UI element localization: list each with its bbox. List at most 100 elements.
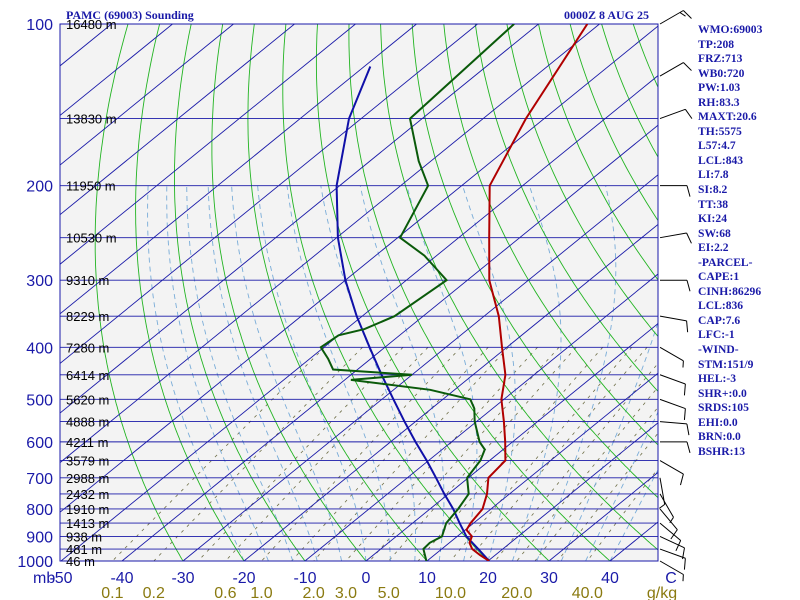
height-label: 2432 m: [66, 487, 109, 502]
isotherm: [60, 75, 658, 561]
wind-barb: [659, 421, 690, 436]
height-label: 481 m: [66, 542, 102, 557]
isotherm: [60, 24, 539, 414]
mixing-ratio-tick-label: 1.0: [250, 585, 272, 600]
moist-adiabat: [585, 411, 658, 561]
isotherm: [487, 422, 658, 561]
height-label: 4211 m: [66, 435, 108, 450]
index-item: LFC:-1: [698, 328, 735, 342]
height-label: 2988 m: [66, 471, 109, 486]
index-item: PW:1.03: [698, 81, 741, 95]
wind-barb: [659, 535, 685, 560]
moist-adiabat: [257, 185, 367, 561]
mixing-ratio-tick-label: 2.0: [303, 585, 325, 600]
pressure-tick-label: 600: [26, 435, 53, 452]
index-item: FRZ:713: [698, 52, 743, 66]
temperature-tick-label: -40: [110, 570, 133, 587]
wind-barb: [659, 346, 684, 368]
height-label: 13830 m: [66, 112, 117, 127]
index-item: WB0:720: [698, 66, 745, 80]
isotherms: [60, 24, 658, 561]
height-label: 10530 m: [66, 231, 117, 246]
height-label: 11950 m: [66, 179, 116, 194]
temperature-tick-label: 0: [362, 570, 371, 587]
wind-barb: [659, 560, 684, 582]
isotherm: [60, 24, 173, 117]
isobars: [60, 24, 658, 561]
height-label: 4888 m: [66, 415, 109, 430]
temperature-tick-label: 30: [540, 570, 558, 587]
sounding-time: 0000Z 8 AUG 25: [564, 8, 650, 22]
index-item: RH:83.3: [698, 95, 740, 109]
pressure-tick-label: 800: [26, 502, 53, 519]
isotherm: [60, 25, 658, 513]
wind-barb: [659, 62, 692, 77]
temperature-tick-label: 20: [479, 570, 497, 587]
temperature-tick-labels: -50 -40 -30 -20 -10 0 10 20 30 40 C: [49, 570, 676, 587]
temperature-tick-label: -10: [293, 570, 316, 587]
index-item: BRN:0.0: [698, 430, 741, 444]
index-item: -PARCEL-: [698, 255, 753, 269]
mixing-ratio-tick-label: 0.2: [143, 585, 165, 600]
index-item: SI:8.2: [698, 183, 728, 197]
height-label: 938 m: [66, 529, 102, 544]
isotherm: [182, 174, 658, 561]
pressure-tick-label: 900: [26, 529, 53, 546]
temperature-tick-label: -30: [171, 570, 194, 587]
index-item: BSHR:13: [698, 444, 746, 458]
isotherm: [60, 24, 600, 464]
moist-adiabat: [609, 468, 658, 561]
height-label: 3579 m: [66, 454, 109, 469]
index-item: KI:24: [698, 212, 727, 226]
mixing-ratio-tick-label: 20.0: [501, 585, 532, 600]
parcel-path-line: [335, 66, 490, 561]
height-label: 6414 m: [66, 368, 109, 383]
height-label: 46 m: [66, 554, 95, 569]
isotherm: [365, 323, 658, 561]
mixing-ratio-tick-label: 5.0: [378, 585, 400, 600]
sounding-title: PAMC (69003) Sounding: [66, 8, 194, 22]
plot-background: [60, 24, 658, 561]
isotherm: [60, 24, 478, 365]
pressure-unit-label: mb: [33, 570, 55, 587]
pressure-tick-label: 500: [26, 392, 53, 409]
index-item: STM:151/9: [698, 357, 754, 371]
wind-barb: [660, 441, 691, 453]
index-item: EHI:0.0: [698, 415, 738, 429]
wind-barb: [659, 460, 684, 486]
index-item: LCL:843: [698, 153, 744, 167]
dry-adiabat: [791, 24, 800, 561]
wind-barb: [659, 508, 678, 540]
index-item: HEL:-3: [698, 372, 737, 386]
index-item: TT:38: [698, 197, 729, 211]
index-item: TH:5575: [698, 124, 742, 138]
index-item: MAXT:20.6: [698, 110, 757, 124]
pressure-tick-label: 100: [26, 17, 53, 34]
temperature-tick-label: 40: [601, 570, 619, 587]
height-label: 9310 m: [66, 273, 109, 288]
pressure-tick-label: 400: [26, 340, 53, 357]
temperature-tick-label: C: [665, 570, 677, 587]
index-item: L57:4.7: [698, 139, 736, 153]
index-item: CINH:86296: [698, 284, 762, 298]
wind-barb: [660, 279, 691, 292]
index-item: SRDS:105: [698, 401, 749, 415]
isotherm: [121, 124, 658, 561]
isotherm: [426, 372, 658, 561]
wind-barb: [659, 315, 689, 333]
index-item: LI:7.8: [698, 168, 729, 182]
mixing-ratio-tick-label: g/kg: [647, 585, 677, 600]
height-label: 1413 m: [66, 516, 109, 531]
height-label: 1910 m: [66, 502, 109, 517]
temperature-tick-label: -20: [232, 570, 255, 587]
pressure-tick-label: 1000: [17, 554, 53, 571]
isotherm: [243, 223, 658, 561]
indices-panel: WMO:69003 TP:208 FRZ:713 WB0:720 PW:1.03 RH:8…: [698, 23, 762, 459]
wind-barbs: [659, 10, 693, 582]
index-item: TP:208: [698, 37, 735, 51]
mixing-ratio-tick-labels: 0.1 0.2 0.6 1.0 2.0 3.0 5.0 10.0 20.0 40.0 g/kg: [101, 585, 677, 600]
temperature-tick-label: 10: [418, 570, 436, 587]
height-label: 7280 m: [66, 340, 109, 355]
